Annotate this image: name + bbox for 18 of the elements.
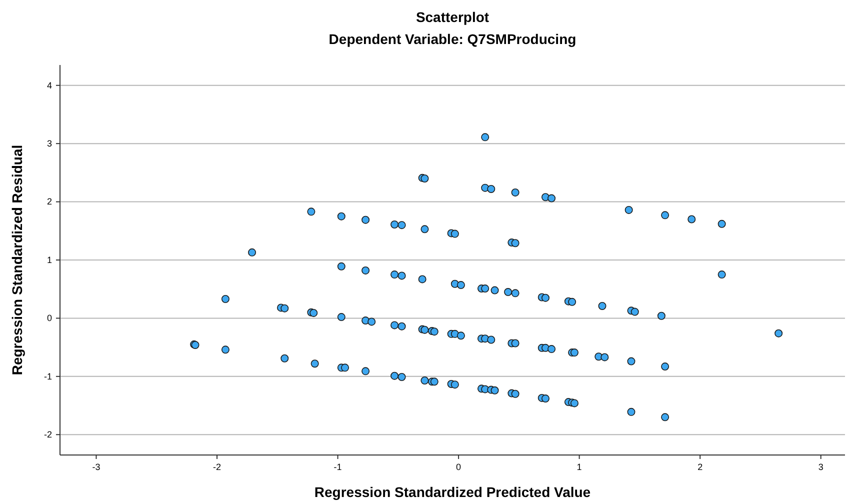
chart-title: Scatterplot xyxy=(416,9,490,25)
y-tick-label: 0 xyxy=(46,313,52,324)
chart-subtitle: Dependent Variable: Q7SMProducing xyxy=(328,31,576,47)
y-tick-label: -2 xyxy=(44,430,52,440)
x-tick-label: 2 xyxy=(698,462,703,472)
y-tick-label: 1 xyxy=(46,254,52,265)
y-tick-label: 4 xyxy=(46,80,52,90)
y-axis-title: Regression Standardized Residual xyxy=(9,144,25,376)
x-tick-label: -2 xyxy=(212,462,222,472)
x-tick-label: 1 xyxy=(576,462,582,472)
y-tick-label: 3 xyxy=(46,138,52,148)
y-tick-label: 2 xyxy=(46,196,52,207)
x-tick-label: 3 xyxy=(818,462,824,472)
x-axis-title: Regression Standardized Predicted Value xyxy=(314,484,591,500)
x-tick-label: 0 xyxy=(456,462,462,472)
x-tick-label: -3 xyxy=(92,462,100,472)
x-tick-label: -1 xyxy=(334,462,342,472)
y-tick-label: -1 xyxy=(44,371,52,382)
